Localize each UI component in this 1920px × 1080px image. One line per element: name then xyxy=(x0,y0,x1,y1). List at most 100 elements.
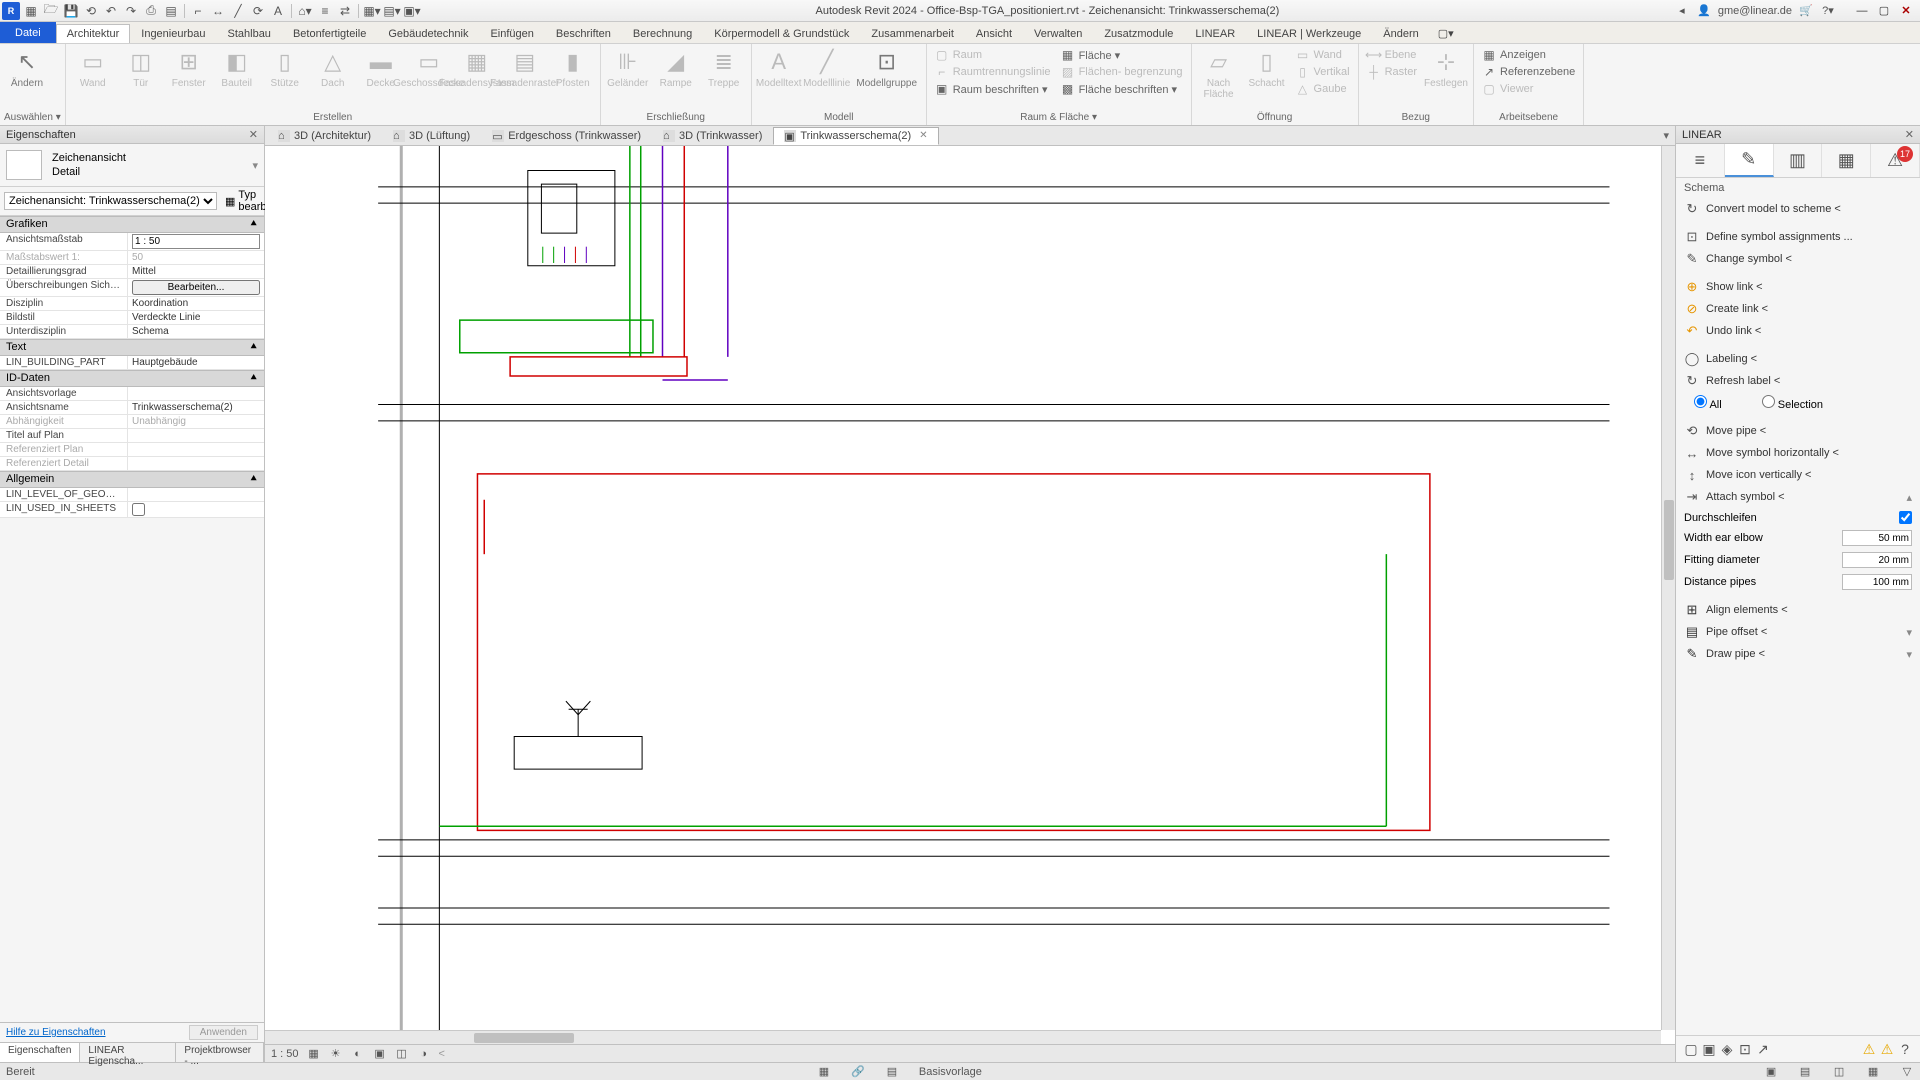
qa-text-icon[interactable]: A xyxy=(269,2,287,20)
linear-item[interactable]: ↻Refresh label < xyxy=(1676,370,1920,392)
pg-value[interactable] xyxy=(128,387,264,400)
linear-item[interactable]: ↶Undo link < xyxy=(1676,320,1920,342)
qa-measure-icon[interactable]: ▤ xyxy=(162,2,180,20)
qa-home-icon[interactable]: ⌂▾ xyxy=(296,2,314,20)
ribbon-tab-linear[interactable]: LINEAR xyxy=(1184,24,1246,43)
canvas[interactable] xyxy=(265,146,1675,1044)
qa-plugin2-icon[interactable]: ▤▾ xyxy=(383,2,401,20)
vc-hide-icon[interactable]: ◑ xyxy=(417,1047,431,1061)
ribbon-tab-verwalten[interactable]: Verwalten xyxy=(1023,24,1093,43)
linear-item[interactable]: ⊕Show link < xyxy=(1676,276,1920,298)
scale-display[interactable]: 1 : 50 xyxy=(271,1048,299,1060)
qa-redo-icon[interactable]: ↷ xyxy=(122,2,140,20)
qa-print-icon[interactable]: ⎙ xyxy=(142,2,160,20)
linear-tab-alert[interactable]: ⚠17 xyxy=(1871,144,1920,177)
vc-detail-icon[interactable]: ▦ xyxy=(307,1047,321,1061)
minimize-button[interactable]: — xyxy=(1852,3,1872,19)
view-tabs-menu-icon[interactable]: ▾ xyxy=(1657,129,1675,142)
sb-icon1[interactable]: ▦ xyxy=(817,1065,831,1079)
ribbon-tab-ndern[interactable]: Ändern xyxy=(1372,24,1429,43)
user-icon[interactable]: 👤 xyxy=(1696,3,1712,19)
pg-value[interactable]: Hauptgebäude xyxy=(128,356,264,369)
sb-select2-icon[interactable]: ▤ xyxy=(1798,1065,1812,1079)
linear-item[interactable]: ⊡Define symbol assignments ... xyxy=(1676,226,1920,248)
ribbon-tab-gebudetechnik[interactable]: Gebäudetechnik xyxy=(377,24,479,43)
linear-item[interactable]: ✎Change symbol < xyxy=(1676,248,1920,270)
qa-sync-icon[interactable]: ⟲ xyxy=(82,2,100,20)
linear-prop-checkbox[interactable] xyxy=(1899,511,1912,524)
linear-item[interactable]: ⇥Attach symbol <▴ xyxy=(1676,486,1920,508)
linear-item[interactable]: ⊞Align elements < xyxy=(1676,599,1920,621)
ribbon-modellgruppe[interactable]: ⊡Modellgruppe xyxy=(852,46,922,89)
view-tab-close-icon[interactable]: ✕ xyxy=(919,130,927,141)
ribbon-tab-linearwerkzeuge[interactable]: LINEAR | Werkzeuge xyxy=(1246,24,1372,43)
lf-icon2[interactable]: ▣ xyxy=(1700,1040,1718,1058)
qa-filter-icon[interactable]: ≡ xyxy=(316,2,334,20)
pg-value[interactable] xyxy=(128,429,264,442)
maximize-button[interactable]: ▢ xyxy=(1874,3,1894,19)
cart-icon[interactable]: 🛒 xyxy=(1798,3,1814,19)
pg-value[interactable] xyxy=(128,502,264,517)
linear-item[interactable]: ✎Draw pipe <▾ xyxy=(1676,643,1920,665)
sb-select3-icon[interactable]: ◫ xyxy=(1832,1065,1846,1079)
lf-icon5[interactable]: ↗ xyxy=(1754,1040,1772,1058)
ribbon-tab-ansicht[interactable]: Ansicht xyxy=(965,24,1023,43)
view-tab[interactable]: ▭Erdgeschoss (Trinkwasser) xyxy=(481,127,652,145)
ribbon-tab-einfgen[interactable]: Einfügen xyxy=(479,24,544,43)
bottom-tab[interactable]: Eigenschaften xyxy=(0,1043,80,1062)
qa-plugin3-icon[interactable]: ▣▾ xyxy=(403,2,421,20)
ribbon-ndern[interactable]: ↖Ändern xyxy=(4,46,50,89)
sb-select1-icon[interactable]: ▣ xyxy=(1764,1065,1778,1079)
radio-selection[interactable]: Selection xyxy=(1762,395,1823,411)
properties-close-icon[interactable]: ✕ xyxy=(249,128,258,141)
vc-sun-icon[interactable]: ◐ xyxy=(351,1047,365,1061)
vc-crop-icon[interactable]: ◫ xyxy=(395,1047,409,1061)
view-tab[interactable]: ⌂3D (Lüftung) xyxy=(382,127,481,145)
properties-type-selector[interactable]: Zeichenansicht Detail ▾ xyxy=(0,144,264,187)
linear-item[interactable]: ↔Move symbol horizontally < xyxy=(1676,442,1920,464)
pg-value[interactable]: Trinkwasserschema(2) xyxy=(128,401,264,414)
ribbon-tab-datei[interactable]: Datei xyxy=(0,22,56,43)
linear-tab-calc[interactable]: ▦ xyxy=(1822,144,1871,177)
linear-item[interactable]: ↕Move icon vertically < xyxy=(1676,464,1920,486)
qa-open-icon[interactable]: 🗁 xyxy=(42,2,60,20)
linear-item[interactable]: ⊘Create link < xyxy=(1676,298,1920,320)
instance-selector[interactable]: Zeichenansicht: Trinkwasserschema(2) xyxy=(4,192,217,210)
ribbon-tab-ingenieurbau[interactable]: Ingenieurbau xyxy=(130,24,216,43)
vertical-scrollbar[interactable] xyxy=(1661,146,1675,1030)
pg-value[interactable]: Verdeckte Linie xyxy=(128,311,264,324)
ribbon-tab-berechnung[interactable]: Berechnung xyxy=(622,24,703,43)
linear-item[interactable]: ▤Pipe offset <▾ xyxy=(1676,621,1920,643)
pg-value[interactable] xyxy=(128,488,264,501)
view-tab[interactable]: ⌂3D (Trinkwasser) xyxy=(652,127,773,145)
pg-value[interactable]: Koordination xyxy=(128,297,264,310)
sb-filter-icon[interactable]: ▽ xyxy=(1900,1065,1914,1079)
properties-help-link[interactable]: Hilfe zu Eigenschaften xyxy=(6,1027,106,1038)
lf-warn1-icon[interactable]: ⚠ xyxy=(1860,1040,1878,1058)
sb-select4-icon[interactable]: ▦ xyxy=(1866,1065,1880,1079)
qa-switch-icon[interactable]: ⇄ xyxy=(336,2,354,20)
qa-thin-icon[interactable]: ╱ xyxy=(229,2,247,20)
pg-value[interactable]: Bearbeiten... xyxy=(128,279,264,296)
radio-all[interactable]: All xyxy=(1694,395,1722,411)
qa-align-icon[interactable]: ↔ xyxy=(209,2,227,20)
linear-item[interactable]: ◯Labeling < xyxy=(1676,348,1920,370)
horizontal-scrollbar[interactable] xyxy=(265,1030,1661,1044)
ribbon-raumbeschriften[interactable]: ▣Raum beschriften ▾ xyxy=(931,81,1055,97)
close-button[interactable]: ✕ xyxy=(1896,3,1916,19)
pg-section-id-daten[interactable]: ID-Daten⯅ xyxy=(0,370,264,387)
type-dropdown-icon[interactable]: ▾ xyxy=(252,159,258,172)
search-icon[interactable]: ◂ xyxy=(1674,3,1690,19)
linear-tab-layout[interactable]: ▥ xyxy=(1774,144,1823,177)
status-preset[interactable]: Basisvorlage xyxy=(919,1066,982,1078)
vc-style-icon[interactable]: ☀ xyxy=(329,1047,343,1061)
qa-save-icon[interactable]: 💾 xyxy=(62,2,80,20)
ribbon-tab-stahlbau[interactable]: Stahlbau xyxy=(217,24,282,43)
ribbon-extra-icon[interactable]: ▢▾ xyxy=(1432,24,1460,43)
apply-button[interactable]: Anwenden xyxy=(189,1025,258,1040)
sb-icon2[interactable]: 🔗 xyxy=(851,1065,865,1079)
pg-section-text[interactable]: Text⯅ xyxy=(0,339,264,356)
view-tab[interactable]: ▣Trinkwasserschema(2)✕ xyxy=(773,127,938,145)
ribbon-tab-zusammenarbeit[interactable]: Zusammenarbeit xyxy=(860,24,965,43)
lf-icon1[interactable]: ▢ xyxy=(1682,1040,1700,1058)
